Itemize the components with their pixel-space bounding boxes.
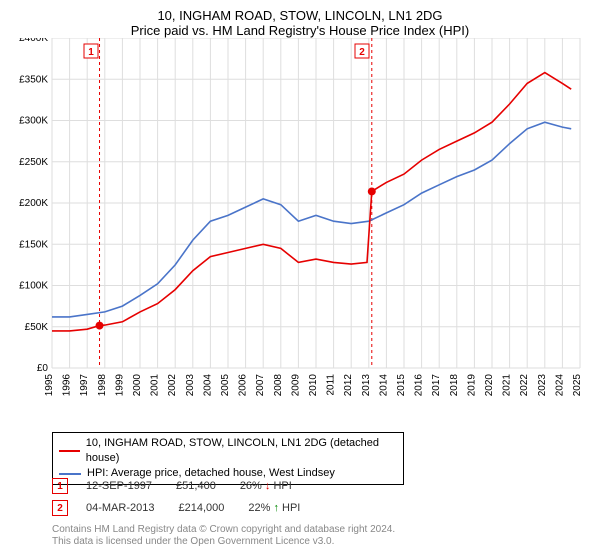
svg-text:£350K: £350K bbox=[19, 74, 48, 85]
svg-text:£100K: £100K bbox=[19, 281, 48, 292]
sale-row-2: 2 04-MAR-2013 £214,000 22% ↑ HPI bbox=[52, 500, 324, 516]
svg-text:2020: 2020 bbox=[484, 374, 495, 397]
svg-text:2019: 2019 bbox=[466, 374, 477, 397]
svg-text:2010: 2010 bbox=[308, 374, 319, 397]
sale-row-1: 1 12-SEP-1997 £51,400 26% ↓ HPI bbox=[52, 478, 316, 494]
credit-line-1: Contains HM Land Registry data © Crown c… bbox=[52, 524, 395, 536]
svg-text:£300K: £300K bbox=[19, 116, 48, 127]
legend-swatch-property bbox=[59, 450, 80, 452]
svg-text:2011: 2011 bbox=[326, 374, 337, 396]
svg-text:2023: 2023 bbox=[537, 374, 548, 397]
svg-text:2000: 2000 bbox=[132, 374, 143, 397]
svg-text:2016: 2016 bbox=[414, 374, 425, 397]
svg-text:£400K: £400K bbox=[19, 38, 48, 44]
svg-text:2014: 2014 bbox=[378, 374, 389, 397]
svg-text:£250K: £250K bbox=[19, 157, 48, 168]
svg-text:1: 1 bbox=[88, 47, 94, 58]
svg-text:2025: 2025 bbox=[572, 374, 583, 397]
svg-text:2002: 2002 bbox=[167, 374, 178, 397]
svg-text:2009: 2009 bbox=[290, 374, 301, 397]
sale-pct-1: 26% ↓ HPI bbox=[240, 480, 292, 492]
svg-text:1999: 1999 bbox=[114, 374, 125, 397]
svg-text:2021: 2021 bbox=[502, 374, 513, 397]
legend-label-property: 10, INGHAM ROAD, STOW, LINCOLN, LN1 2DG … bbox=[86, 436, 397, 466]
sale-date-1: 12-SEP-1997 bbox=[86, 480, 152, 492]
svg-text:£150K: £150K bbox=[19, 239, 48, 250]
sale-date-2: 04-MAR-2013 bbox=[86, 502, 154, 514]
sale-price-1: £51,400 bbox=[176, 480, 216, 492]
svg-text:2017: 2017 bbox=[431, 374, 442, 397]
svg-text:1998: 1998 bbox=[97, 374, 108, 397]
sale-marker-2: 2 bbox=[52, 500, 68, 516]
data-credit: Contains HM Land Registry data © Crown c… bbox=[52, 524, 395, 548]
svg-text:2006: 2006 bbox=[238, 374, 249, 397]
chart-svg: £0 £50K £100K £150K £200K £250K £300K £350K £400… bbox=[10, 38, 590, 418]
svg-text:2022: 2022 bbox=[519, 374, 530, 397]
svg-text:2007: 2007 bbox=[255, 374, 266, 397]
chart-title-2: Price paid vs. HM Land Registry's House … bbox=[10, 23, 590, 38]
svg-text:£200K: £200K bbox=[19, 198, 48, 209]
svg-text:1997: 1997 bbox=[79, 374, 90, 397]
chart-title-1: 10, INGHAM ROAD, STOW, LINCOLN, LN1 2DG bbox=[10, 8, 590, 23]
svg-text:1996: 1996 bbox=[62, 374, 73, 397]
credit-line-2: This data is licensed under the Open Gov… bbox=[52, 536, 395, 548]
svg-text:2012: 2012 bbox=[343, 374, 354, 397]
svg-text:2004: 2004 bbox=[202, 374, 213, 397]
sale-price-2: £214,000 bbox=[178, 502, 224, 514]
legend-swatch-hpi bbox=[59, 473, 81, 475]
sale-pct-2: 22% ↑ HPI bbox=[248, 502, 300, 514]
svg-text:2015: 2015 bbox=[396, 374, 407, 397]
down-arrow-icon: ↓ bbox=[265, 480, 271, 492]
svg-text:1995: 1995 bbox=[44, 374, 55, 397]
svg-text:2003: 2003 bbox=[185, 374, 196, 397]
svg-text:2: 2 bbox=[359, 47, 365, 58]
svg-text:2005: 2005 bbox=[220, 374, 231, 397]
svg-text:2008: 2008 bbox=[273, 374, 284, 397]
svg-text:£50K: £50K bbox=[25, 322, 49, 333]
up-arrow-icon: ↑ bbox=[273, 502, 279, 514]
legend-row-property: 10, INGHAM ROAD, STOW, LINCOLN, LN1 2DG … bbox=[59, 436, 397, 466]
sale-marker-1: 1 bbox=[52, 478, 68, 494]
svg-text:2001: 2001 bbox=[150, 374, 161, 397]
svg-text:£0: £0 bbox=[37, 363, 49, 374]
chart-area: £0 £50K £100K £150K £200K £250K £300K £350K £400… bbox=[10, 38, 590, 418]
svg-text:2013: 2013 bbox=[361, 374, 372, 397]
svg-text:2024: 2024 bbox=[554, 374, 565, 397]
svg-text:2018: 2018 bbox=[449, 374, 460, 397]
